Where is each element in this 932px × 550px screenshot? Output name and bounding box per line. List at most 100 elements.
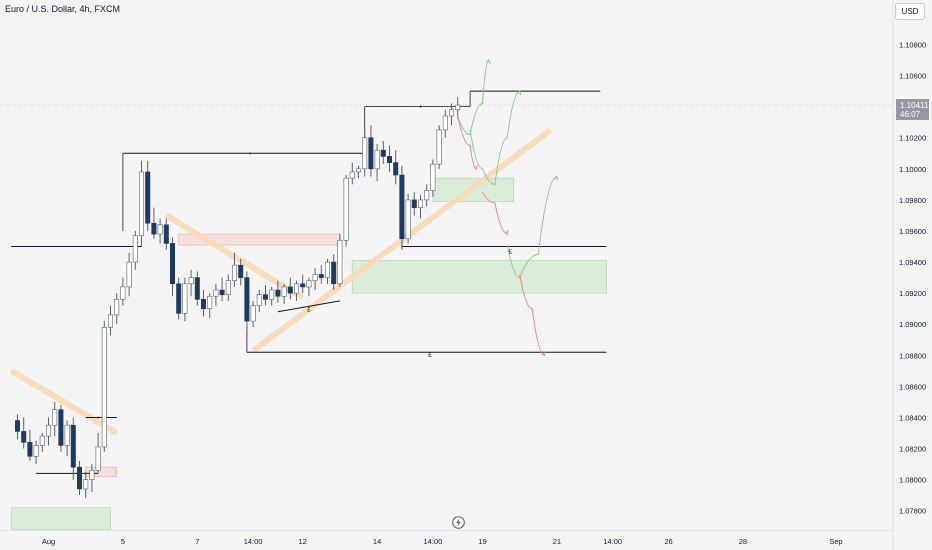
price-tick-label: 1.09600 bbox=[899, 227, 926, 236]
candle bbox=[126, 252, 132, 297]
price-tick-label: 1.10200 bbox=[899, 134, 926, 143]
candle bbox=[442, 109, 448, 138]
candle-body bbox=[27, 442, 33, 457]
candle bbox=[256, 290, 262, 312]
candle-body bbox=[300, 283, 306, 288]
candle-body bbox=[201, 299, 207, 309]
candle-body bbox=[21, 431, 27, 443]
price-tick-label: 1.09400 bbox=[899, 258, 926, 267]
candle bbox=[355, 165, 361, 179]
candle-body bbox=[151, 222, 157, 235]
candle-body bbox=[139, 171, 145, 236]
bar-countdown: 46:07 bbox=[900, 110, 921, 119]
candle-body bbox=[250, 305, 256, 322]
candle bbox=[89, 464, 95, 493]
candle bbox=[120, 277, 126, 306]
candle bbox=[39, 433, 45, 452]
candle-body bbox=[343, 177, 349, 241]
candle bbox=[337, 234, 343, 287]
candle-body bbox=[405, 199, 411, 240]
projection-arrowhead bbox=[516, 90, 522, 96]
time-tick-label: 19 bbox=[478, 537, 486, 546]
candle-body bbox=[411, 199, 417, 208]
candle bbox=[269, 286, 275, 306]
candle bbox=[95, 433, 101, 474]
candle-body bbox=[417, 199, 423, 208]
price-tick-label: 1.09000 bbox=[899, 320, 926, 329]
candle-body bbox=[89, 469, 95, 480]
candle-body bbox=[58, 409, 64, 446]
candle bbox=[343, 175, 349, 247]
candle bbox=[219, 277, 225, 301]
projection-arrowhead bbox=[503, 230, 509, 236]
candle bbox=[45, 417, 51, 446]
candle-body bbox=[380, 149, 386, 157]
falling-trend-band bbox=[9, 368, 119, 436]
candle-body bbox=[262, 294, 268, 300]
candle-body bbox=[163, 224, 169, 244]
candle bbox=[64, 420, 70, 457]
candle bbox=[108, 305, 114, 336]
time-tick-label: 14 bbox=[373, 537, 381, 546]
candle bbox=[58, 405, 64, 452]
candle bbox=[262, 285, 268, 306]
candle-body bbox=[368, 137, 374, 170]
price-tick-label: 1.09200 bbox=[899, 289, 926, 298]
candle-body bbox=[256, 294, 262, 306]
candle-body bbox=[77, 466, 83, 490]
candle-body bbox=[386, 156, 392, 163]
projection-arrowhead bbox=[473, 164, 478, 170]
projection-up-path bbox=[457, 59, 490, 136]
candle-body bbox=[232, 264, 238, 282]
candle bbox=[145, 161, 151, 231]
candle-body bbox=[114, 299, 120, 316]
level-marker: + bbox=[96, 415, 100, 421]
candle-body bbox=[213, 289, 219, 297]
candle bbox=[250, 300, 256, 328]
candle bbox=[52, 401, 58, 437]
time-tick-label: 28 bbox=[739, 537, 747, 546]
candle bbox=[380, 140, 386, 165]
candle bbox=[244, 271, 250, 332]
currency-selector[interactable]: USD bbox=[895, 3, 925, 20]
lightning-icon[interactable] bbox=[452, 516, 465, 529]
candle bbox=[213, 283, 219, 306]
candle bbox=[430, 159, 436, 197]
candle bbox=[15, 414, 21, 440]
candle bbox=[455, 97, 461, 120]
candle bbox=[411, 192, 417, 216]
pound-label: £ bbox=[509, 250, 513, 256]
candle-body bbox=[312, 274, 318, 282]
candle-body bbox=[219, 289, 225, 295]
candle-body bbox=[331, 261, 337, 285]
last-price-tag: 1.10411 46:07 bbox=[896, 99, 929, 120]
candle-body bbox=[337, 240, 343, 285]
candle bbox=[368, 125, 374, 177]
candle bbox=[188, 269, 194, 297]
candle-body bbox=[207, 295, 213, 309]
projection-up-path bbox=[506, 176, 558, 279]
candle bbox=[182, 277, 188, 322]
candle-body bbox=[95, 446, 101, 471]
time-tick-label: 14:00 bbox=[424, 537, 443, 546]
candle-body bbox=[126, 261, 132, 288]
time-tick-label: 12 bbox=[299, 537, 307, 546]
candle-body bbox=[15, 420, 21, 432]
candle bbox=[194, 271, 200, 306]
price-tick-label: 1.07800 bbox=[899, 507, 926, 516]
pound-label: £ bbox=[428, 353, 432, 359]
candle bbox=[151, 207, 157, 239]
candle bbox=[275, 280, 281, 303]
projection-arrowhead bbox=[541, 351, 546, 357]
candle bbox=[386, 145, 392, 172]
candle-body bbox=[349, 171, 355, 179]
candle-body bbox=[448, 109, 454, 117]
time-tick-label: 7 bbox=[195, 537, 199, 546]
candle-body bbox=[182, 283, 188, 314]
last-price-value: 1.10411 bbox=[900, 101, 929, 110]
candle bbox=[306, 277, 312, 297]
candle-body bbox=[52, 409, 58, 426]
candle-body bbox=[318, 274, 324, 278]
candle bbox=[77, 460, 83, 496]
